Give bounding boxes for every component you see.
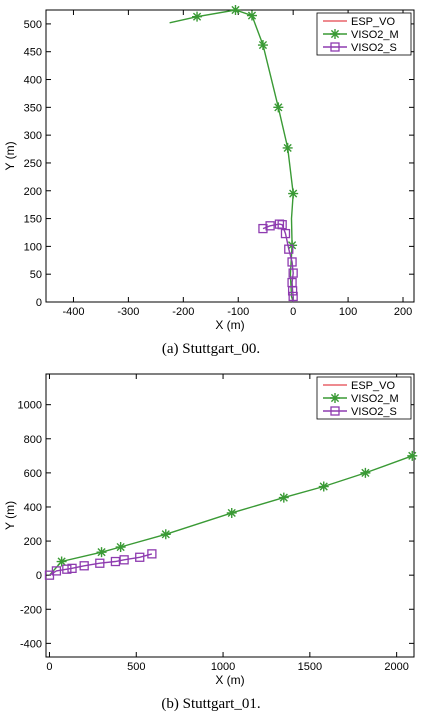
y-tick-label: 300 [24, 130, 42, 142]
y-tick-label: 250 [24, 158, 42, 170]
x-tick-label: 100 [339, 306, 357, 318]
x-tick-label: 200 [394, 306, 412, 318]
x-tick-label: 1000 [211, 661, 235, 673]
caption-stuttgart-01: (b) Stuttgart_01. [161, 696, 261, 712]
legend-marker-star [330, 29, 340, 39]
x-axis-label: X (m) [215, 673, 244, 687]
x-tick-label: 0 [46, 661, 52, 673]
data-point-square [51, 566, 62, 576]
series-viso2-s [258, 219, 298, 302]
data-point-square [265, 221, 275, 231]
series-viso2-m [169, 5, 299, 303]
data-point-square [147, 549, 157, 559]
data-point-star [96, 547, 107, 558]
legend-entry: VISO2_S [351, 42, 397, 54]
data-point-star [318, 481, 329, 492]
data-point-square [277, 220, 287, 230]
data-point-square [288, 268, 298, 278]
data-point-square [287, 286, 298, 296]
y-tick-label: 600 [24, 468, 42, 480]
data-point-star [192, 11, 203, 22]
x-tick-label: 1500 [298, 661, 322, 673]
y-tick-label: 350 [24, 102, 42, 114]
data-point-star [273, 102, 284, 113]
data-point-square [95, 558, 105, 568]
legend-entry: ESP_VO [351, 380, 395, 392]
y-tick-label: 500 [24, 19, 42, 31]
legend-entry: VISO2_S [351, 406, 397, 418]
series-viso2-s [44, 549, 157, 580]
legend-entry: VISO2_M [351, 393, 399, 405]
y-tick-label: 800 [24, 434, 42, 446]
data-point-star [226, 507, 237, 518]
data-point-square [62, 564, 72, 574]
y-tick-label: 150 [24, 214, 42, 226]
y-tick-label: 1000 [18, 400, 42, 412]
legend-marker-star [330, 393, 340, 403]
data-point-star [288, 188, 299, 199]
y-tick-label: 100 [24, 241, 42, 253]
data-point-square [79, 561, 89, 571]
data-point-square [287, 257, 297, 267]
data-point-square [280, 228, 291, 239]
data-point-square [284, 244, 294, 254]
x-tick-label: 2000 [384, 661, 408, 673]
data-point-star [257, 40, 268, 51]
legend-entry: ESP_VO [351, 16, 395, 28]
y-tick-label: -200 [20, 604, 42, 616]
data-point-star [282, 142, 293, 153]
y-tick-label: 200 [24, 536, 42, 548]
chart-stuttgart-01: 0 500 1000 1500 2000 -400 -200 0 200 400 600 800 100… [3, 373, 418, 687]
data-point-star [246, 10, 257, 21]
data-point-star [160, 529, 171, 540]
series-line [48, 455, 413, 576]
caption-stuttgart-00: (a) Stuttgart_00. [161, 341, 261, 357]
y-tick-label: 0 [36, 570, 42, 582]
plot-frame [45, 9, 415, 303]
x-axis-label: X (m) [215, 318, 244, 332]
y-tick-label: 0 [36, 297, 42, 309]
x-tick-label: -300 [117, 306, 139, 318]
series-line [49, 553, 153, 576]
y-tick-label: 400 [24, 502, 42, 514]
data-point-star [56, 556, 67, 567]
y-tick-label: 50 [30, 269, 42, 281]
series-viso2-m [48, 450, 418, 576]
legend-marker-square [330, 406, 340, 416]
y-tick-label: 400 [24, 75, 42, 87]
y-tick-label: 200 [24, 186, 42, 198]
data-point-square [67, 563, 77, 573]
x-tick-label: -200 [172, 306, 194, 318]
data-point-star [230, 5, 241, 15]
data-point-square [135, 552, 145, 562]
chart-stuttgart-00: -400 -300 -200 -100 0 100 200 0 50 100 150 200 250 30… [3, 5, 415, 332]
data-point-star [360, 467, 371, 478]
legend-marker-square [330, 42, 340, 52]
data-point-star [278, 492, 289, 503]
data-point-square [258, 223, 268, 234]
y-tick-label: -400 [20, 638, 42, 650]
y-axis-label: Y (m) [3, 141, 17, 170]
x-tick-label: -400 [62, 306, 84, 318]
data-point-square [110, 556, 121, 567]
x-tick-label: -100 [227, 306, 249, 318]
y-tick-label: 450 [24, 47, 42, 59]
data-point-star [115, 542, 126, 553]
data-point-star [407, 450, 418, 461]
data-point-square [119, 555, 129, 565]
x-tick-label: 500 [127, 661, 145, 673]
y-axis-label: Y (m) [3, 501, 17, 530]
x-tick-label: 0 [290, 306, 296, 318]
legend-entry: VISO2_M [351, 29, 399, 41]
data-point-square [288, 291, 298, 302]
